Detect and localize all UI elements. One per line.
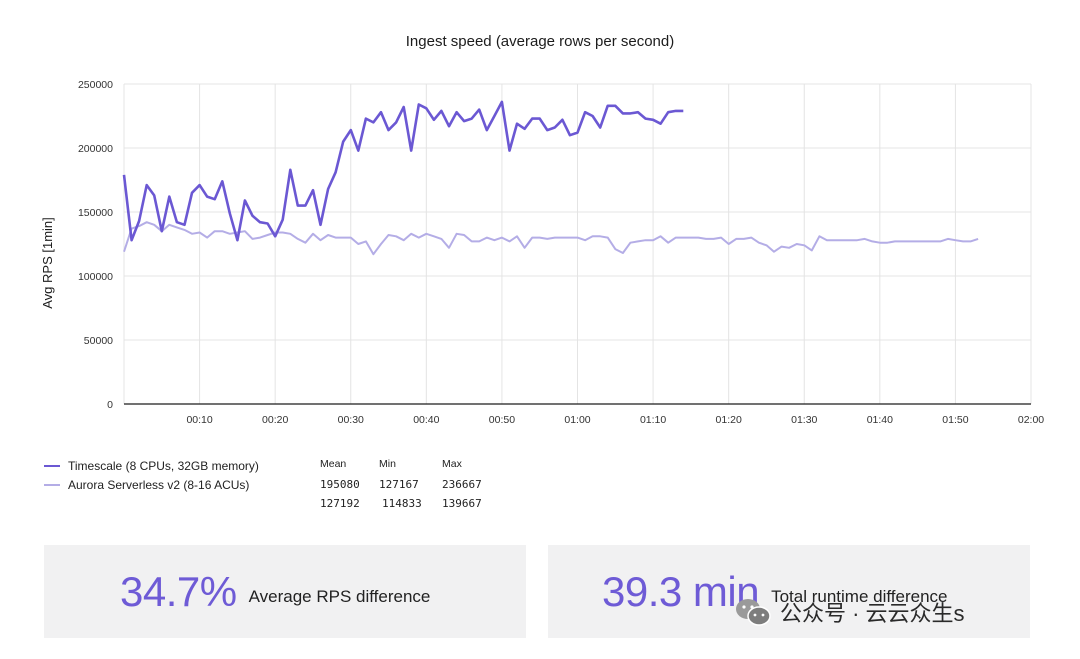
stats-header-mean: Mean	[320, 458, 347, 470]
rps-difference-label: Average RPS difference	[248, 586, 431, 606]
y-axis-label: Avg RPS [1min]	[40, 217, 55, 309]
legend-swatch-aurora	[44, 483, 60, 486]
y-tick-label: 100000	[78, 271, 113, 283]
legend-label-timescale: Timescale (8 CPUs, 32GB memory)	[68, 458, 259, 473]
stats-row-timescale: 195080 127167 236667	[320, 476, 560, 495]
ingest-speed-chart: Ingest speed (average rows per second) A…	[40, 33, 1044, 426]
stat-mean: 127192	[320, 497, 360, 510]
series-line-aurora	[123, 221, 979, 256]
watermark: 公众号 · 云云众生s	[734, 596, 965, 628]
stats-table: 195080 127167 236667 127192 114833 13966…	[320, 476, 560, 514]
x-tick-label: 01:00	[564, 414, 590, 426]
x-tick-label: 00:30	[338, 414, 364, 426]
x-tick-label: 02:00	[1018, 414, 1044, 426]
runtime-difference-card: 39.3 min Total runtime difference	[548, 545, 1030, 638]
x-tick-label: 01:30	[791, 414, 817, 426]
stat-min: 127167	[379, 478, 419, 491]
stats-header-max: Max	[442, 458, 462, 470]
series-line-timescale	[122, 100, 684, 242]
x-tick-label: 00:50	[489, 414, 515, 426]
stats-row-aurora: 127192 114833 139667	[320, 495, 560, 514]
x-tick-label: 00:40	[413, 414, 439, 426]
wechat-icon	[736, 599, 771, 626]
y-tick-label: 200000	[78, 143, 113, 155]
x-tick-label: 01:20	[716, 414, 742, 426]
stat-mean: 195080	[320, 478, 360, 491]
x-tick-label: 01:50	[942, 414, 968, 426]
y-tick-label: 250000	[78, 79, 113, 91]
legend-swatch-timescale	[44, 464, 60, 467]
y-tick-label: 150000	[78, 207, 113, 219]
legend-item-aurora: Aurora Serverless v2 (8-16 ACUs)	[44, 475, 330, 494]
legend-label-aurora: Aurora Serverless v2 (8-16 ACUs)	[68, 477, 250, 492]
stats-header-min: Min	[379, 458, 396, 470]
stat-max: 139667	[442, 497, 482, 510]
stats-header: Mean Min Max	[320, 458, 560, 472]
runtime-difference-value: 39.3 min	[602, 567, 760, 615]
watermark-text: 公众号 · 云云众生s	[780, 601, 965, 626]
legend: Timescale (8 CPUs, 32GB memory) Aurora S…	[44, 456, 330, 494]
x-tick-labels: 00:10 00:20 00:30 00:40 00:50 01:00 01:10 01:20…	[186, 414, 1044, 426]
x-tick-label: 01:40	[867, 414, 893, 426]
y-tick-label: 0	[107, 399, 113, 411]
y-tick-labels: 250000 200000 150000 100000 50000 0	[78, 79, 113, 411]
series-layer	[122, 100, 979, 256]
rps-difference-card: 34.7% Average RPS difference	[44, 545, 526, 638]
legend-item-timescale: Timescale (8 CPUs, 32GB memory)	[44, 456, 330, 475]
y-tick-label: 50000	[84, 335, 113, 347]
chart-title: Ingest speed (average rows per second)	[406, 33, 674, 50]
rps-difference-value: 34.7%	[120, 567, 237, 615]
runtime-difference-label: Total runtime difference	[771, 586, 948, 606]
x-tick-label: 00:10	[186, 414, 212, 426]
stat-max: 236667	[442, 478, 482, 491]
stat-min: 114833	[382, 497, 422, 510]
x-tick-label: 00:20	[262, 414, 288, 426]
x-tick-label: 01:10	[640, 414, 666, 426]
